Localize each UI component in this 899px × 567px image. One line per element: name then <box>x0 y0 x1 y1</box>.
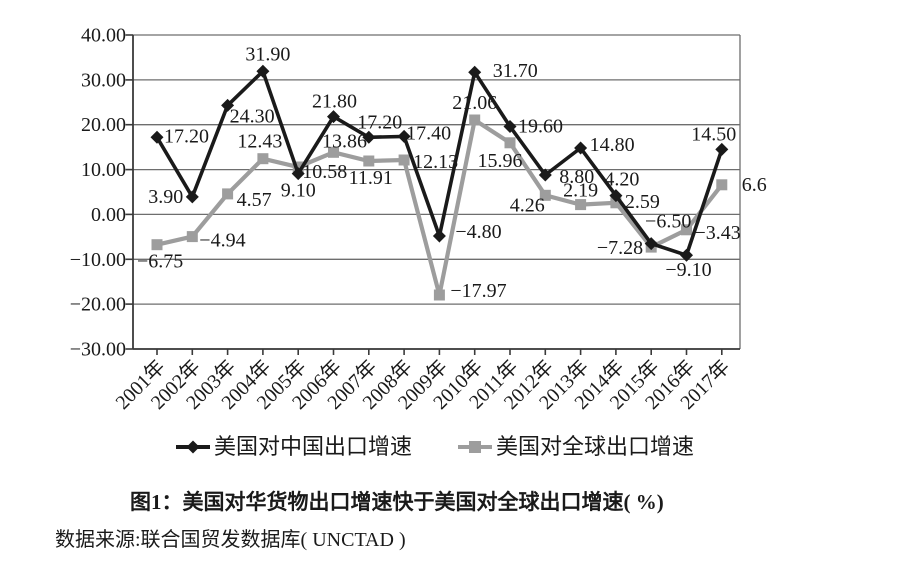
diamond-marker <box>256 64 270 78</box>
svg-text:−30.00: −30.00 <box>70 339 126 361</box>
square-marker <box>610 197 622 209</box>
svg-text:0.00: 0.00 <box>91 204 126 226</box>
svg-text:−4.94: −4.94 <box>199 230 245 252</box>
square-marker <box>363 155 375 167</box>
svg-text:8.80: 8.80 <box>559 166 594 188</box>
svg-text:10.00: 10.00 <box>81 159 126 181</box>
svg-text:10.58: 10.58 <box>302 161 347 183</box>
svg-text:13.86: 13.86 <box>322 130 367 152</box>
diamond-marker <box>432 229 446 243</box>
diamond-marker <box>503 120 517 133</box>
svg-text:−7.28: −7.28 <box>597 237 643 259</box>
svg-text:30.00: 30.00 <box>81 69 126 91</box>
legend-item-us-china-exports: 美国对中国出口增速 <box>175 434 412 460</box>
data-source-note: 数据来源:联合国贸发数据库( UNCTAD ) <box>55 529 406 551</box>
legend-label-us-china-exports: 美国对中国出口增速 <box>214 434 413 459</box>
svg-text:20.00: 20.00 <box>81 114 126 136</box>
svg-text:4.57: 4.57 <box>237 189 272 211</box>
svg-text:21.06: 21.06 <box>452 92 497 114</box>
square-marker <box>504 137 516 149</box>
square-marker <box>257 153 269 165</box>
x-axis-labels: 2001年2002年2003年2004年2005年2006年2007年2008年… <box>111 349 734 414</box>
svg-text:−20.00: −20.00 <box>70 294 126 316</box>
svg-text:−9.10: −9.10 <box>665 259 711 281</box>
diamond-marker <box>221 98 235 112</box>
svg-text:12.13: 12.13 <box>413 151 458 173</box>
svg-text:−6.50: −6.50 <box>645 211 691 233</box>
square-marker <box>575 199 587 211</box>
svg-text:4.26: 4.26 <box>510 194 545 216</box>
square-marker <box>328 146 339 158</box>
square-marker <box>539 189 551 201</box>
square-marker <box>186 231 198 243</box>
svg-text:31.70: 31.70 <box>493 60 538 82</box>
svg-text:−4.80: −4.80 <box>455 221 501 243</box>
square-marker <box>292 161 304 173</box>
square-marker <box>716 179 728 191</box>
svg-text:11.91: 11.91 <box>349 167 393 189</box>
figure-caption: 图1：美国对华货物出口增速快于美国对全球出口增速( %) <box>130 490 664 514</box>
svg-text:−6.75: −6.75 <box>137 251 183 273</box>
square-marker <box>398 154 410 166</box>
svg-text:15.96: 15.96 <box>478 150 523 172</box>
gray-square-series-icon <box>458 441 492 453</box>
diamond-marker <box>680 248 693 262</box>
svg-text:17.40: 17.40 <box>406 122 451 144</box>
diamond-marker <box>362 130 376 144</box>
svg-text:−10.00: −10.00 <box>70 249 126 271</box>
diamond-marker <box>574 141 588 155</box>
square-marker <box>222 188 234 200</box>
svg-text:19.60: 19.60 <box>518 116 563 138</box>
svg-text:14.50: 14.50 <box>691 123 736 145</box>
diamond-marker <box>150 130 164 144</box>
svg-text:4.20: 4.20 <box>604 169 639 191</box>
diamond-marker <box>327 110 340 124</box>
diamond-marker <box>715 142 729 156</box>
diamond-marker <box>609 189 623 203</box>
square-marker <box>433 289 445 301</box>
svg-text:31.90: 31.90 <box>245 43 290 65</box>
svg-text:6.6: 6.6 <box>742 174 767 196</box>
y-axis-grid: 40.00 30.00 20.00 10.00 0.00 −10.00 −20.00 −30.… <box>70 25 740 361</box>
svg-text:3.90: 3.90 <box>148 186 183 208</box>
svg-text:9.10: 9.10 <box>281 180 316 202</box>
diamond-marker <box>468 65 482 79</box>
square-marker <box>469 114 481 126</box>
svg-text:12.43: 12.43 <box>237 131 282 153</box>
data-labels: 17.203.9024.3031.909.1021.8017.2017.40−4… <box>137 43 767 302</box>
diamond-marker <box>291 167 305 181</box>
diamond-marker <box>644 237 658 251</box>
series-line-0 <box>150 64 729 262</box>
svg-text:40.00: 40.00 <box>81 25 126 47</box>
svg-text:17.20: 17.20 <box>357 111 402 133</box>
line-chart: 40.00 30.00 20.00 10.00 0.00 −10.00 −20.00 −30.… <box>70 25 767 414</box>
diamond-marker <box>538 168 552 182</box>
axes <box>132 35 741 350</box>
square-marker <box>151 239 163 251</box>
diamond-marker <box>397 129 411 143</box>
legend-item-us-global-exports: 美国对全球出口增速 <box>457 434 694 460</box>
legend-label-us-global-exports: 美国对全球出口增速 <box>496 434 695 459</box>
svg-text:14.80: 14.80 <box>590 134 635 156</box>
svg-text:21.80: 21.80 <box>312 91 357 113</box>
svg-text:2.19: 2.19 <box>563 180 598 202</box>
svg-text:−17.97: −17.97 <box>450 280 506 302</box>
black-diamond-series-icon <box>176 440 210 454</box>
svg-text:2.59: 2.59 <box>625 191 660 213</box>
svg-text:24.30: 24.30 <box>230 105 275 127</box>
diamond-marker <box>185 190 199 204</box>
svg-text:−3.43: −3.43 <box>695 222 741 244</box>
square-marker <box>681 224 692 236</box>
svg-text:17.20: 17.20 <box>164 125 209 147</box>
